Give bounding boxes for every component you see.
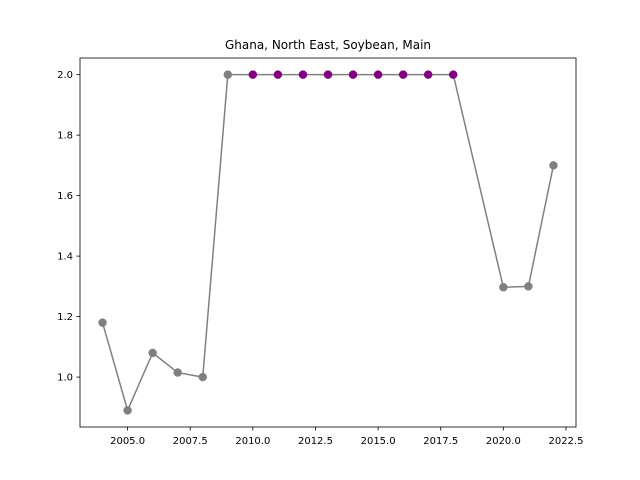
y-tick-label: 1.2 [57, 312, 73, 323]
y-tick-label: 2.0 [57, 70, 73, 81]
highlighted-data-point [323, 70, 333, 79]
data-point [223, 70, 233, 79]
data-point [549, 161, 558, 170]
x-tick-label: 2012.5 [298, 436, 333, 447]
data-point [123, 406, 132, 415]
x-tick-label: 2015.0 [361, 436, 396, 447]
data-point [148, 348, 157, 358]
data-point [499, 283, 508, 292]
x-tick-label: 2022.5 [548, 436, 583, 447]
highlighted-data-point [348, 70, 358, 79]
x-tick-label: 2010.0 [235, 436, 270, 447]
series-line [101, 73, 555, 412]
data-point [98, 318, 107, 327]
chart-title: Ghana, North East, Soybean, Main [225, 38, 431, 52]
highlighted-data-point [398, 70, 408, 79]
y-tick-label: 1.0 [57, 373, 73, 384]
highlighted-data-point [248, 70, 258, 79]
data-point [173, 368, 182, 377]
x-tick-label: 2005.0 [110, 436, 145, 447]
highlighted-data-point [449, 70, 458, 79]
y-tick-label: 1.6 [57, 191, 73, 202]
data-point [524, 282, 533, 291]
y-tick-label: 1.4 [57, 252, 73, 263]
x-tick-label: 2007.5 [173, 436, 208, 447]
x-tick-label: 2017.5 [423, 436, 458, 447]
highlighted-data-point [423, 70, 433, 79]
highlighted-data-point [273, 70, 283, 79]
data-point [198, 372, 207, 382]
y-tick-label: 1.8 [57, 131, 73, 142]
plot-area: 2005.0 2007.5 2010.0 2012.5 2015.0 2017.5 2020… [57, 70, 583, 447]
highlighted-data-point [298, 70, 308, 79]
plot-frame [79, 57, 577, 428]
x-tick-label: 2020.0 [486, 436, 521, 447]
highlighted-data-point [373, 70, 383, 79]
